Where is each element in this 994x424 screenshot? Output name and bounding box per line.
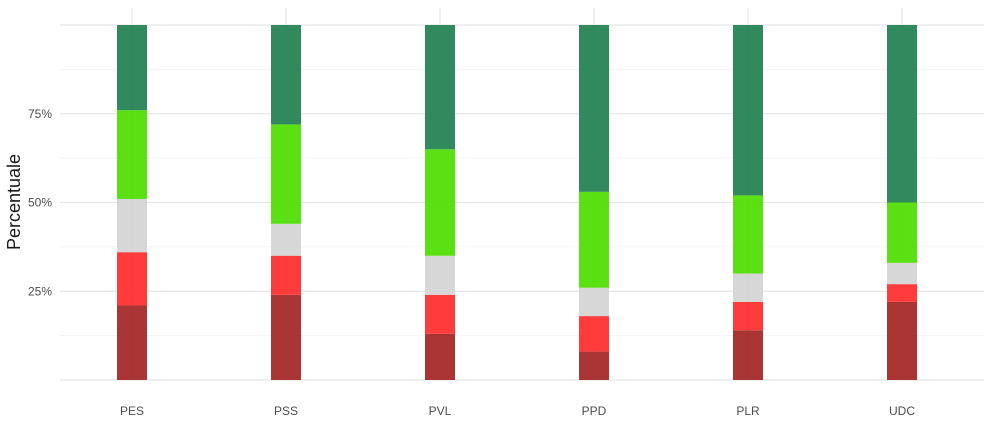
- x-tick-label: PVL: [429, 404, 452, 418]
- y-tick-label: 50%: [28, 196, 52, 210]
- bar-segment-pes-0: [117, 305, 147, 380]
- x-tick-label: PLR: [736, 404, 760, 418]
- bar-segment-pss-4: [271, 25, 301, 125]
- bar-segment-ppd-2: [579, 287, 609, 317]
- bar-segment-plr-4: [733, 25, 763, 196]
- y-tick-label: 25%: [28, 284, 52, 298]
- grid-lines: [60, 8, 984, 381]
- y-axis-ticks: 25% 50% 75%: [28, 107, 52, 299]
- x-tick-label: PES: [120, 404, 144, 418]
- bar-segment-udc-1: [887, 284, 917, 302]
- x-tick-label: PSS: [274, 404, 298, 418]
- bar-segment-pes-1: [117, 252, 147, 306]
- bar-segment-pss-0: [271, 294, 301, 380]
- bar-segment-pvl-4: [425, 25, 455, 150]
- bar-segment-ppd-4: [579, 25, 609, 192]
- y-axis-title: Percentuale: [4, 154, 24, 250]
- x-tick-label: UDC: [889, 404, 915, 418]
- bar-segment-ppd-0: [579, 351, 609, 380]
- bar-segment-pes-3: [117, 110, 147, 199]
- bar-segment-udc-3: [887, 202, 917, 263]
- bar-segment-pes-4: [117, 25, 147, 111]
- bar-segment-udc-2: [887, 262, 917, 285]
- bar-segment-pes-2: [117, 198, 147, 253]
- x-tick-label: PPD: [582, 404, 607, 418]
- bar-segment-pvl-2: [425, 255, 455, 295]
- bar-segment-plr-0: [733, 330, 763, 380]
- bar-segment-pvl-1: [425, 294, 455, 334]
- bar-segment-plr-1: [733, 301, 763, 331]
- bars: [117, 25, 917, 380]
- bar-segment-udc-0: [887, 301, 917, 380]
- bar-segment-ppd-3: [579, 191, 609, 288]
- bar-segment-ppd-1: [579, 316, 609, 352]
- bar-segment-pss-2: [271, 223, 301, 256]
- bar-segment-pss-3: [271, 124, 301, 224]
- bar-segment-plr-3: [733, 195, 763, 274]
- bar-segment-pvl-3: [425, 149, 455, 256]
- x-axis-ticks: PES PSS PVL PPD PLR UDC: [120, 404, 915, 418]
- bar-segment-pvl-0: [425, 333, 455, 380]
- bar-segment-pss-1: [271, 255, 301, 295]
- bar-segment-plr-2: [733, 273, 763, 302]
- y-tick-label: 75%: [28, 107, 52, 121]
- bar-segment-udc-4: [887, 25, 917, 203]
